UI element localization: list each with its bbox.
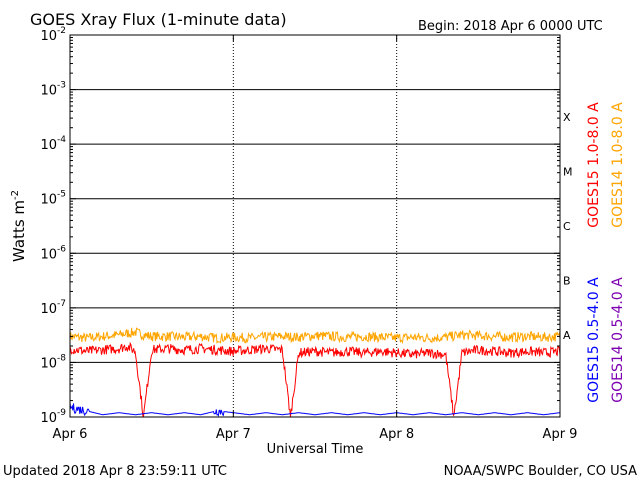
flare-class-label: M [563,165,573,178]
y-tick-label-base: 10 [40,411,57,426]
y-tick-label: 10-2 [40,26,66,44]
y-tick-label-base: 10 [40,84,57,99]
flare-class-label: A [563,329,571,342]
y-tick-label-base: 10 [40,247,57,262]
flare-class-labels: A B C M X [563,111,573,342]
legend-entry: GOES15 1.0-8.0 A [586,102,602,228]
y-tick-label-base: 10 [40,138,57,153]
x-axis: Apr 6 Apr 7 Apr 8 Apr 9 [53,35,578,442]
y-tick-label: 10-6 [40,244,66,262]
footer-updated: Updated 2018 Apr 8 23:59:11 UTC [3,464,227,479]
legend-entry: GOES15 0.5-4.0 A [586,277,602,403]
legend-entry: GOES14 0.5-4.0 A [610,277,626,403]
y-tick-label: 10-3 [40,81,66,99]
y-axis-title-exponent: -2 [10,190,21,200]
x-tick-label: Apr 6 [53,427,88,442]
legend: GOES15 1.0-8.0 A GOES14 1.0-8.0 A GOES15 0… [586,102,626,403]
series-line [69,341,561,418]
y-tick-label-exponent: -4 [57,135,66,145]
y-tick-label-base: 10 [40,302,57,317]
flare-class-label: C [563,220,571,233]
y-tick-label-base: 10 [40,356,57,371]
y-tick-label-base: 10 [40,29,57,44]
x-tick-label: Apr 8 [379,427,414,442]
y-tick-label: 10-8 [40,353,66,371]
y-tick-label-exponent: -5 [57,190,66,200]
flare-class-label: X [563,111,571,124]
series-line [69,402,561,417]
plot-area-frame [69,34,561,418]
y-tick-label-exponent: -2 [57,26,66,36]
y-tick-label: 10-9 [40,408,66,426]
x-tick-label: Apr 7 [216,427,251,442]
y-tick-label: 10-4 [40,135,66,153]
begin-label: Begin: 2018 Apr 6 0000 UTC [418,19,603,34]
y-tick-label-exponent: -8 [57,353,66,363]
legend-entry: GOES14 1.0-8.0 A [610,102,626,228]
y-tick-label-base: 10 [40,193,57,208]
chart-title: GOES Xray Flux (1-minute data) [30,10,287,29]
y-axis-title: Watts m-2 [10,190,28,262]
x-tick-label: Apr 9 [543,427,578,442]
y-tick-label: 10-5 [40,190,66,208]
footer-source: NOAA/SWPC Boulder, CO USA [444,464,637,479]
y-tick-label-exponent: -9 [57,408,66,418]
y-tick-label-exponent: -6 [57,244,66,254]
x-axis-title: Universal Time [267,442,364,457]
y-tick-label-exponent: -3 [57,81,66,91]
y-axis-title-text: Watts m [10,200,28,262]
series-line [69,327,561,345]
flare-class-label: B [563,275,571,288]
y-tick-label: 10-7 [40,299,66,317]
y-tick-label-exponent: -7 [57,299,66,309]
